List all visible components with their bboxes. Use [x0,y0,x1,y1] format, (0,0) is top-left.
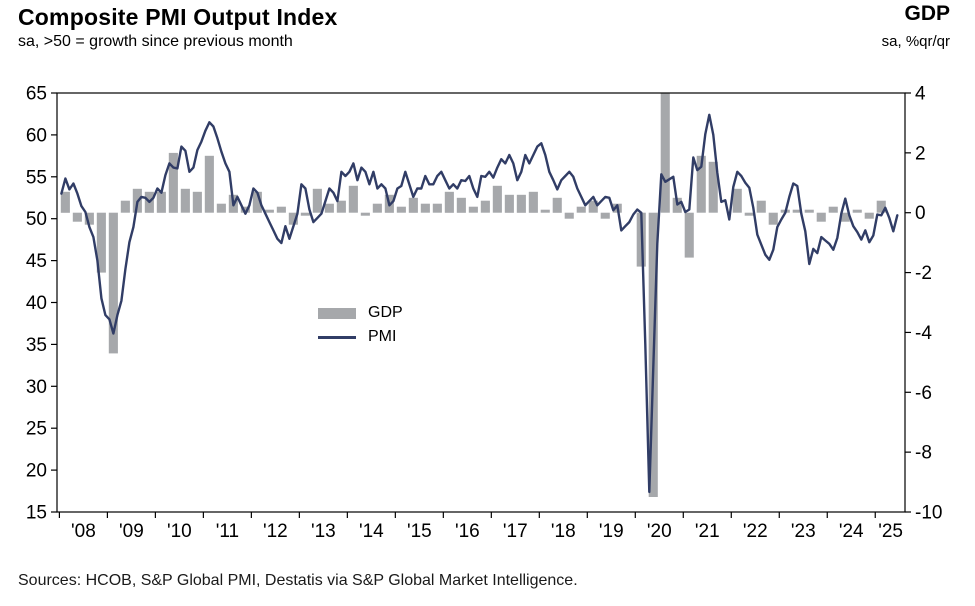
svg-text:45: 45 [26,251,47,272]
legend-item-gdp: GDP [318,304,403,321]
svg-text:2: 2 [915,143,926,164]
pmi-line-swatch [318,335,356,339]
gdp-bar-swatch [318,307,356,319]
legend-label-pmi: PMI [368,328,397,345]
svg-text:'22: '22 [743,521,768,542]
legend-label-gdp: GDP [368,304,403,321]
svg-text:60: 60 [26,125,47,146]
svg-text:'17: '17 [503,521,528,542]
svg-text:'14: '14 [359,521,384,542]
svg-text:20: 20 [26,461,47,482]
svg-text:'21: '21 [695,521,720,542]
svg-text:'10: '10 [167,521,192,542]
svg-text:-10: -10 [915,503,942,524]
svg-text:'12: '12 [263,521,288,542]
svg-text:'15: '15 [407,521,432,542]
svg-text:'20: '20 [647,521,672,542]
chart-title: Composite PMI Output Index [18,4,338,30]
right-axis-subtitle: sa, %qr/qr [881,33,950,50]
svg-text:'24: '24 [839,521,864,542]
legend-item-pmi: PMI [318,328,403,345]
svg-text:-6: -6 [915,383,932,404]
svg-text:4: 4 [915,84,926,105]
svg-text:55: 55 [26,167,47,188]
svg-text:'16: '16 [455,521,480,542]
svg-text:'09: '09 [119,521,144,542]
svg-text:25: 25 [26,419,47,440]
chart-legend: GDP PMI [318,304,403,345]
svg-text:30: 30 [26,377,47,398]
svg-text:'19: '19 [599,521,624,542]
svg-text:50: 50 [26,209,47,230]
right-axis-title: GDP [904,2,950,25]
sources-text: Sources: HCOB, S&P Global PMI, Destatis … [18,572,578,589]
svg-text:'25: '25 [878,521,903,542]
svg-text:'18: '18 [551,521,576,542]
svg-text:0: 0 [915,203,926,224]
chart-subtitle: sa, >50 = growth since previous month [18,33,293,50]
svg-text:'23: '23 [791,521,816,542]
svg-text:-2: -2 [915,263,932,284]
svg-text:-4: -4 [915,323,932,344]
svg-text:40: 40 [26,293,47,314]
svg-text:'08: '08 [71,521,96,542]
svg-text:35: 35 [26,335,47,356]
svg-text:15: 15 [26,503,47,524]
svg-text:-8: -8 [915,443,932,464]
svg-text:65: 65 [26,84,47,105]
svg-text:'11: '11 [216,521,239,542]
svg-text:'13: '13 [311,521,336,542]
